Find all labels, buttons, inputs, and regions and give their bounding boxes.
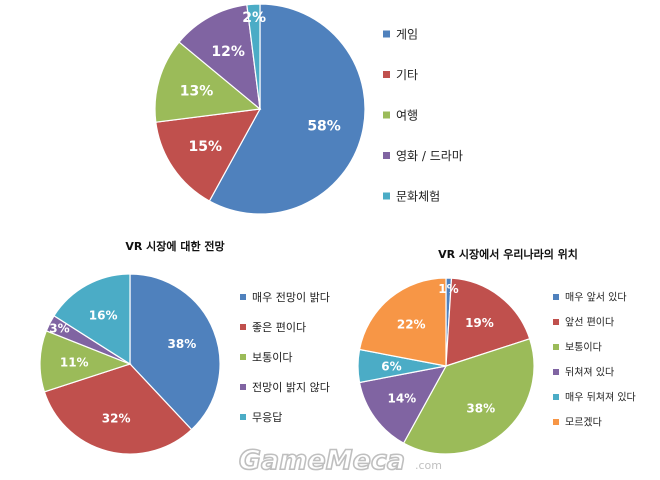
legend-swatch [240, 294, 246, 300]
slice-percent-label: 38% [466, 401, 495, 415]
pie-slice [43, 363, 193, 455]
legend-swatch [553, 369, 559, 375]
legend-swatch [553, 319, 559, 325]
legend-swatch [383, 192, 390, 200]
legend-swatch [383, 30, 390, 38]
slice-percent-label: 38% [168, 337, 197, 351]
slice-percent-label: 12% [211, 44, 245, 60]
slice-percent-label: 19% [465, 316, 494, 330]
pie-slice [129, 273, 221, 431]
pie-slice [358, 365, 448, 444]
legend-label: 전망이 밝지 않다 [252, 381, 330, 394]
pie-slice [358, 277, 447, 367]
chart-title: VR 시장에 대한 전망 [125, 239, 224, 253]
slice-percent-label: 14% [387, 391, 416, 405]
legend-swatch [240, 324, 246, 330]
legend-swatch [240, 354, 246, 360]
legend-label: 매우 전망이 밝다 [252, 291, 330, 304]
legend-swatch [383, 111, 390, 119]
watermark-logo-text: GameMeca [239, 445, 405, 476]
legend-label: 뒤쳐져 있다 [565, 367, 614, 379]
legend-label: 보통이다 [252, 351, 292, 364]
legend-swatch [553, 344, 559, 350]
slice-percent-label: 15% [189, 139, 223, 155]
slice-percent-label: 16% [89, 308, 118, 322]
pie-slice [208, 3, 366, 215]
legend-label: 좋은 편이다 [252, 321, 306, 334]
pie-slice [178, 4, 261, 111]
slice-percent-label: 3% [49, 321, 69, 335]
legend-label: 기타 [396, 68, 418, 82]
legend-label: 문화체험 [396, 189, 440, 203]
pie-slice [246, 3, 261, 110]
legend-swatch [553, 294, 559, 300]
legend-label: 여행 [396, 107, 418, 122]
legend-label: 모르겠다 [565, 417, 602, 429]
slice-percent-label: 1% [438, 282, 458, 296]
legend-swatch [240, 384, 246, 390]
watermark-domain: .com [415, 459, 442, 472]
legend-label: 매우 뒤쳐져 있다 [565, 392, 636, 404]
slice-percent-label: 11% [60, 356, 89, 370]
chart-korea-vr-position: VR 시장에서 우리나라의 위치 1% 19% 38% 14% 6% 22% 매우 앞서 있… [357, 247, 636, 455]
legend-swatch [383, 152, 390, 159]
legend-swatch [240, 414, 246, 420]
pie-slice [445, 277, 531, 367]
legend-swatch [553, 419, 559, 425]
slice-percent-label: 32% [102, 411, 131, 425]
slice-percent-label: 2% [242, 10, 266, 26]
pie-slice [402, 338, 535, 455]
slice-percent-label: 58% [307, 118, 341, 134]
legend-label: 보통이다 [565, 342, 602, 354]
legend-swatch [553, 394, 559, 400]
pie-slice [154, 41, 262, 123]
pie-slice [53, 273, 131, 366]
legend-swatch [383, 71, 390, 78]
slice-percent-label: 6% [381, 359, 401, 373]
gamemeca-watermark: GameMeca .com [238, 444, 442, 477]
pie-slice [155, 108, 262, 202]
legend-label: 게임 [396, 27, 418, 41]
legend-label: 무응답 [252, 411, 282, 424]
slice-percent-label: 22% [397, 317, 426, 331]
slice-percent-label: 13% [180, 84, 214, 100]
legend-label: 매우 앞서 있다 [565, 292, 627, 304]
legend-label: 앞선 편이다 [565, 317, 614, 329]
chart-title: VR 시장에서 우리나라의 위치 [438, 247, 578, 261]
legend-label: 영화 / 드라마 [396, 149, 463, 163]
